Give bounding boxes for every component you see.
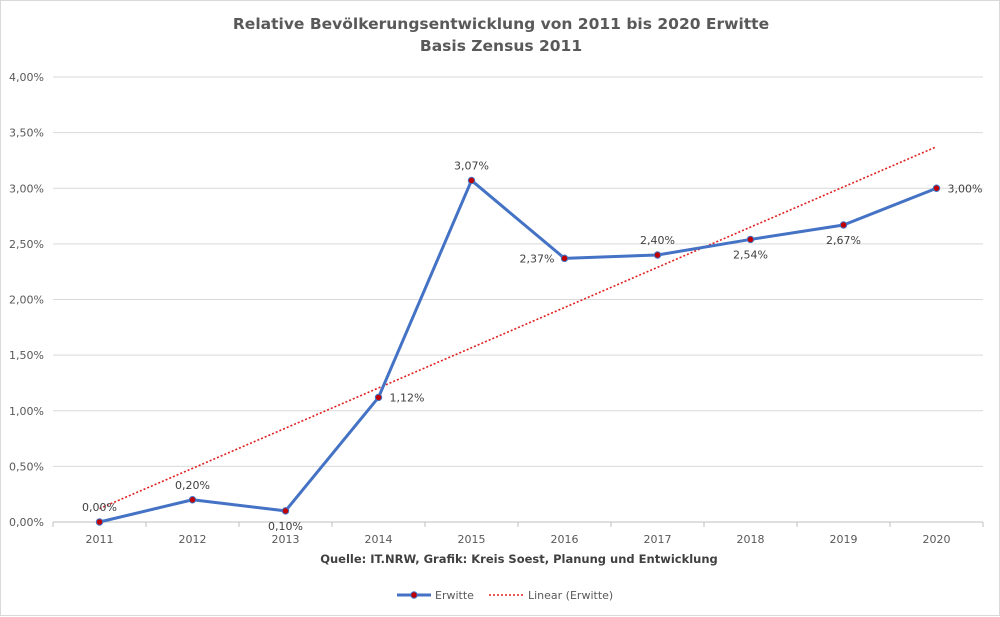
- chart-subtitle: Basis Zensus 2011: [420, 37, 582, 55]
- y-tick-label: 0,50%: [9, 460, 44, 473]
- data-point-2015: [467, 176, 476, 185]
- legend-erwitte-marker: [410, 591, 418, 599]
- data-point-2014: [374, 393, 383, 402]
- series-layer: [95, 176, 941, 526]
- y-axis-ticks: 0,00% 0,50% 1,00% 1,50% 2,00% 2,50% 3,00% 3,50%…: [9, 71, 44, 529]
- data-label-2011: 0,00%: [82, 501, 117, 514]
- x-tick-label: 2016: [551, 533, 579, 546]
- data-label-2014: 1,12%: [390, 391, 425, 404]
- data-point-2019: [839, 221, 848, 229]
- legend: Erwitte Linear (Erwitte): [397, 589, 613, 602]
- data-label-2017: 2,40%: [640, 234, 675, 247]
- data-labels: 0,00% 0,20% 0,10% 1,12% 3,07% 2,37% 2,40% 2,54%…: [82, 159, 982, 532]
- x-tick-label: 2014: [365, 533, 393, 546]
- data-point-2017: [653, 251, 662, 259]
- data-point-2011: [95, 518, 104, 526]
- series-line-erwitte: [99, 178, 938, 524]
- source-note: Quelle: IT.NRW, Grafik: Kreis Soest, Pla…: [320, 552, 718, 566]
- y-tick-label: 2,00%: [9, 294, 44, 307]
- x-tick-label: 2012: [179, 533, 207, 546]
- x-tick-label: 2018: [737, 533, 765, 546]
- legend-trendline-label: Linear (Erwitte): [528, 589, 613, 602]
- x-tick-label: 2015: [458, 533, 486, 546]
- data-point-2013: [281, 507, 290, 515]
- legend-erwitte-label: Erwitte: [435, 589, 474, 602]
- data-point-2018: [746, 235, 755, 244]
- y-tick-label: 4,00%: [9, 71, 44, 84]
- x-tick-label: 2019: [830, 533, 858, 546]
- data-label-2020: 3,00%: [948, 182, 983, 195]
- x-tick-label: 2013: [272, 533, 300, 546]
- y-tick-label: 3,50%: [9, 127, 44, 140]
- data-point-2020: [932, 184, 941, 192]
- x-tick-label: 2011: [86, 533, 114, 546]
- data-label-2012: 0,20%: [175, 479, 210, 492]
- data-point-2012: [188, 496, 197, 504]
- data-label-2019: 2,67%: [826, 234, 861, 247]
- data-label-2018: 2,54%: [733, 248, 768, 261]
- data-label-2013: 0,10%: [268, 520, 303, 533]
- data-point-2016: [560, 254, 569, 263]
- y-tick-label: 3,00%: [9, 182, 44, 195]
- gridlines: [53, 76, 983, 523]
- x-tick-label: 2020: [923, 533, 951, 546]
- trendline: [99, 145, 937, 510]
- data-label-2015: 3,07%: [454, 159, 489, 172]
- y-tick-label: 0,00%: [9, 516, 44, 529]
- data-label-2016: 2,37%: [520, 252, 555, 265]
- trendline-layer: [99, 145, 937, 510]
- y-tick-label: 1,50%: [9, 349, 44, 362]
- x-tick-label: 2017: [644, 533, 672, 546]
- y-tick-label: 2,50%: [9, 238, 44, 251]
- y-tick-label: 1,00%: [9, 405, 44, 418]
- chart-title: Relative Bevölkerungsentwicklung von 201…: [233, 15, 769, 33]
- x-axis-ticks: 2011 2012 2013 2014 2015 2016 2017 2018 2019 2020: [52, 522, 984, 546]
